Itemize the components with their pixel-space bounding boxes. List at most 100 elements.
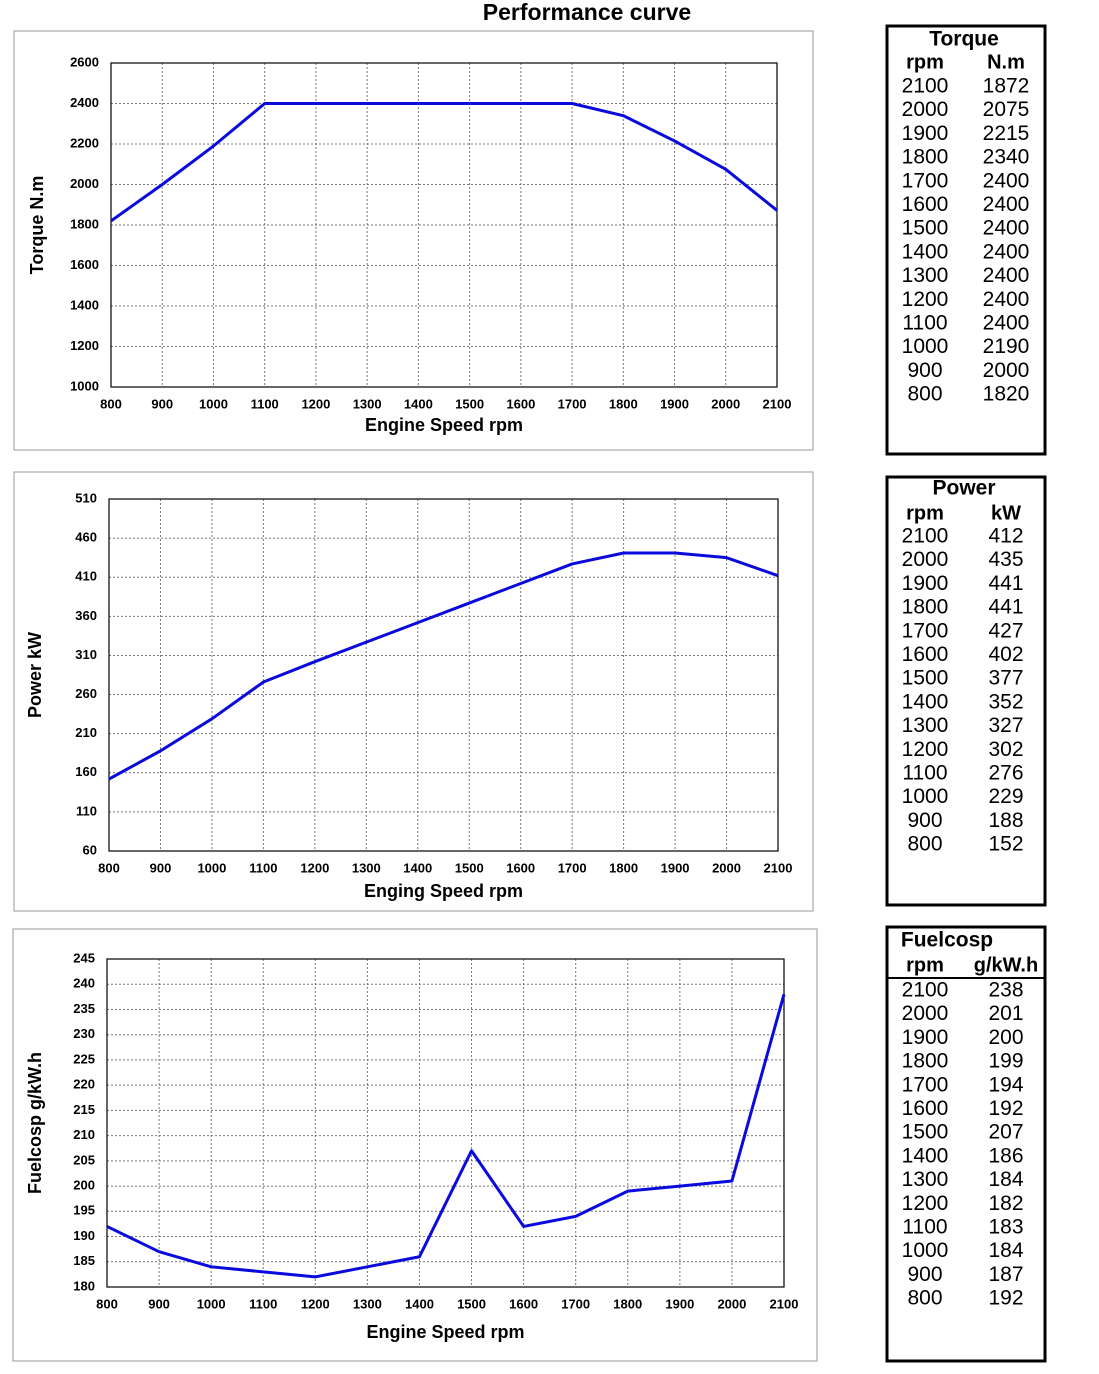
table-cell: 1300	[902, 264, 949, 287]
table-cell: 1800	[902, 596, 949, 619]
x-tick-label: 1600	[509, 1296, 538, 1311]
table-cell: 302	[988, 738, 1023, 761]
table-cell: 377	[988, 667, 1023, 690]
plot-frame	[106, 958, 785, 1288]
x-tick-label: 1000	[199, 396, 228, 411]
table-cell: 327	[988, 714, 1023, 737]
table-cell: 200	[988, 1026, 1023, 1049]
table-cell: 1700	[902, 619, 949, 642]
x-tick-label: 1700	[558, 396, 587, 411]
table-cell: 1100	[902, 312, 947, 335]
table-cell: 238	[988, 979, 1023, 1002]
table-cell: 186	[988, 1144, 1023, 1167]
table-cell: 402	[988, 643, 1023, 666]
x-tick-label: 1800	[609, 396, 638, 411]
table-frame	[885, 475, 1047, 907]
table-cell: 800	[907, 1287, 942, 1310]
table-cell: 1200	[902, 1192, 949, 1215]
data-line	[108, 551, 779, 781]
table-cell: 427	[988, 619, 1023, 642]
table-cell: 1500	[902, 1121, 949, 1144]
x-tick-label: 1100	[249, 1296, 277, 1311]
table-cell: 1100	[902, 1216, 947, 1239]
table-cell: 187	[988, 1263, 1023, 1286]
x-tick-label: 2000	[712, 860, 741, 875]
table-cell: 1300	[902, 714, 949, 737]
y-tick-label: 225	[73, 1051, 95, 1066]
table-cell: 1700	[902, 169, 949, 192]
table-cell: 1400	[902, 240, 949, 263]
x-tick-label: 900	[151, 396, 173, 411]
table-cell: 182	[988, 1192, 1023, 1215]
x-tick-label: 2100	[764, 860, 793, 875]
chart-panel	[13, 471, 814, 912]
y-tick-label: 1200	[70, 338, 99, 353]
y-tick-label: 2000	[70, 176, 99, 191]
table-cell: 441	[988, 572, 1023, 595]
table-cell: 2400	[983, 193, 1030, 216]
y-tick-label: 410	[75, 569, 97, 584]
table-cell: 2000	[902, 98, 949, 121]
data-line	[106, 993, 786, 1279]
table-cell: 2400	[983, 312, 1030, 335]
table-cell: 2400	[983, 169, 1030, 192]
table-cell: 900	[907, 359, 942, 382]
table-cell: 800	[907, 383, 942, 406]
table-cell: 2100	[902, 75, 949, 98]
y-tick-label: 2400	[70, 95, 99, 110]
y-tick-label: 60	[83, 842, 97, 857]
y-tick-label: 190	[73, 1228, 95, 1243]
table-cell: 2075	[983, 98, 1030, 121]
table-cell: 229	[988, 785, 1023, 808]
table-cell: 2000	[902, 1002, 949, 1025]
x-tick-label: 1700	[558, 860, 587, 875]
x-tick-label: 800	[98, 860, 120, 875]
table-cell: 188	[988, 809, 1023, 832]
x-tick-label: 1600	[506, 396, 535, 411]
table-cell: 2400	[983, 240, 1030, 263]
y-tick-label: 195	[73, 1203, 95, 1218]
x-axis-label: Enging Speed rpm	[364, 881, 523, 901]
table-cell: 1200	[902, 288, 949, 311]
table-header: N.m	[987, 51, 1025, 73]
table-cell: 1100	[902, 762, 947, 785]
table-cell: 276	[988, 762, 1023, 785]
table-cell: 1500	[902, 217, 949, 240]
table-cell: 184	[988, 1239, 1023, 1262]
y-tick-label: 360	[75, 608, 97, 623]
table-cell: 207	[988, 1121, 1023, 1144]
y-tick-label: 185	[73, 1253, 95, 1268]
y-tick-label: 180	[73, 1278, 95, 1293]
table-cell: 1900	[902, 122, 949, 145]
x-tick-label: 2000	[717, 1296, 746, 1311]
x-tick-label: 900	[150, 860, 172, 875]
table-cell: 1800	[902, 146, 949, 169]
x-tick-label: 1400	[405, 1296, 434, 1311]
x-tick-label: 2100	[763, 396, 792, 411]
y-tick-label: 200	[73, 1178, 95, 1193]
table-header: rpm	[906, 51, 944, 73]
table-cell: 2215	[983, 122, 1030, 145]
x-tick-label: 800	[96, 1296, 118, 1311]
y-tick-label: 215	[73, 1102, 95, 1117]
plot-frame	[108, 498, 779, 852]
table-cell: 800	[907, 833, 942, 856]
x-tick-label: 1500	[455, 860, 484, 875]
x-tick-label: 1800	[609, 860, 638, 875]
table-cell: 2100	[902, 525, 949, 548]
table-cell: 1000	[902, 785, 949, 808]
table-cell: 192	[988, 1097, 1023, 1120]
x-tick-label: 1300	[353, 396, 382, 411]
table-cell: 192	[988, 1287, 1023, 1310]
x-tick-label: 1900	[661, 860, 690, 875]
y-tick-label: 1800	[70, 216, 99, 231]
y-tick-label: 160	[75, 764, 97, 779]
x-tick-label: 1900	[665, 1296, 694, 1311]
table-title: Torque	[929, 28, 999, 51]
table-cell: 1300	[902, 1168, 949, 1191]
y-tick-label: 1400	[70, 297, 99, 312]
x-tick-label: 2000	[711, 396, 740, 411]
y-tick-label: 210	[75, 725, 97, 740]
x-tick-label: 900	[148, 1296, 170, 1311]
